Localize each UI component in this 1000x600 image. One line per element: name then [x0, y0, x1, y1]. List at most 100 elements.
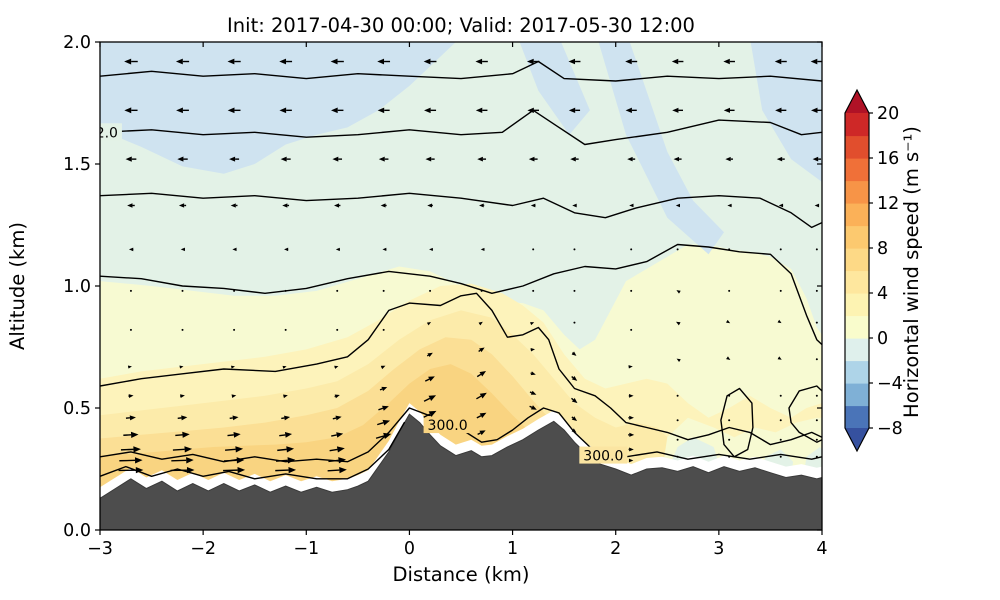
wind-dot	[532, 289, 535, 292]
wind-arrow-head	[124, 107, 132, 114]
x-tick-label: −1	[293, 539, 319, 559]
wind-arrow-head	[726, 356, 731, 360]
wind-arrow-head	[180, 247, 185, 252]
wind-arrow-head	[629, 432, 635, 437]
wind-arrow-head	[629, 203, 634, 208]
wind-arrow-head	[335, 247, 340, 252]
wind-arrow-head	[127, 203, 133, 208]
potential-temperature-contour-layer	[100, 60, 822, 480]
wind-arrow-head	[380, 203, 386, 208]
y-tick-label: 0.0	[63, 521, 91, 541]
wind-arrow-head	[231, 394, 237, 399]
wind-arrow-head	[725, 156, 731, 162]
x-tick-label: 0	[404, 539, 415, 559]
y-tick-label: 1.5	[63, 155, 91, 175]
wind-arrow-shaft	[120, 448, 134, 451]
wind-arrow-head	[810, 58, 818, 65]
wind-arrow-head	[332, 156, 339, 162]
wind-arrow-shaft	[281, 417, 285, 420]
wind-arrow-head	[811, 107, 818, 114]
wind-dot	[676, 455, 679, 458]
wind-dot	[382, 328, 385, 331]
wind-arrow-head	[282, 365, 287, 369]
wind-arrow-head	[339, 466, 347, 474]
colorbar-segment	[845, 203, 869, 227]
wind-arrow-head	[778, 203, 784, 208]
wind-arrow-shaft	[327, 469, 340, 472]
wind-arrow-shaft	[175, 434, 183, 437]
wind-dot	[728, 394, 731, 397]
wind-arrow-head	[186, 457, 194, 464]
wind-arrow-head	[479, 392, 487, 399]
wind-arrow-head	[237, 466, 246, 474]
wind-arrow-head	[530, 390, 537, 395]
wind-arrow-head	[382, 405, 389, 411]
wind-arrow-head	[429, 247, 433, 251]
wind-arrow-head	[676, 290, 681, 294]
wind-arrow-head	[812, 156, 819, 162]
wind-arrow-head	[568, 58, 576, 65]
wind-arrow-head	[178, 203, 185, 208]
wind-arrow-shaft	[332, 417, 337, 420]
wind-arrow-head	[477, 156, 483, 162]
wind-arrow-head	[479, 412, 487, 419]
x-tick-label: 3	[713, 539, 724, 559]
wind-arrow-head	[424, 107, 431, 114]
wind-dot	[129, 328, 132, 331]
y-axis-label: Altitude (km)	[6, 222, 29, 350]
wind-dot	[815, 394, 818, 397]
wind-dot	[779, 289, 782, 292]
terrain-silhouette	[100, 413, 822, 530]
wind-arrow-head	[625, 58, 632, 65]
wind-dot	[728, 248, 731, 251]
colorbar-segment	[845, 405, 869, 429]
wind-dot	[815, 419, 818, 422]
wind-arrow-head	[175, 58, 183, 65]
wind-arrow-head	[130, 431, 139, 438]
wind-dot	[630, 328, 633, 331]
colorbar-segment	[845, 270, 869, 294]
wind-vector-layer	[118, 58, 822, 474]
wind-arrow-shaft	[571, 375, 574, 379]
wind-arrow-head	[336, 446, 345, 453]
wind-arrow-head	[479, 371, 487, 377]
wind-arrow-shaft	[529, 391, 532, 394]
wind-arrow-head	[129, 415, 136, 421]
wind-dot	[676, 394, 679, 397]
wind-dot	[779, 248, 782, 251]
wind-arrow-head	[282, 203, 288, 208]
wind-arrow-shaft	[379, 388, 383, 391]
wind-arrow-head	[231, 365, 235, 369]
colorbar-tick-label: −8	[877, 419, 903, 439]
wind-arrow-head	[128, 394, 134, 398]
wind-arrow-head	[233, 431, 241, 438]
colorbar-extend-low	[845, 428, 869, 451]
colorbar-segment	[845, 338, 869, 362]
wind-arrow-head	[478, 321, 483, 326]
contour-label-1: 300.0	[428, 418, 468, 434]
wind-arrow-head	[675, 203, 681, 208]
wind-arrow-shaft	[172, 448, 185, 451]
wind-arrow-head	[428, 376, 435, 382]
wind-dot	[815, 248, 818, 251]
wind-arrow-head	[330, 58, 338, 65]
wind-arrow-head	[236, 457, 245, 464]
wind-arrow-head	[335, 415, 342, 421]
wind-arrow-head	[571, 351, 577, 356]
wind-arrow-head	[628, 458, 634, 463]
wind-dot	[573, 248, 576, 251]
wind-arrow-shaft	[171, 459, 187, 462]
wind-arrow-head	[378, 156, 385, 162]
colorbar-tick-label: 4	[877, 284, 888, 304]
wind-arrow-head	[723, 107, 730, 113]
wind-arrow-shaft	[277, 448, 287, 452]
wind-arrow-head	[727, 203, 732, 208]
wind-arrow-shaft	[225, 448, 236, 451]
wind-arrow-head	[627, 156, 633, 162]
wind-dot	[181, 328, 184, 331]
wind-dot	[728, 455, 731, 458]
wind-arrow-head	[382, 247, 387, 252]
wind-arrow-shaft	[276, 459, 288, 462]
